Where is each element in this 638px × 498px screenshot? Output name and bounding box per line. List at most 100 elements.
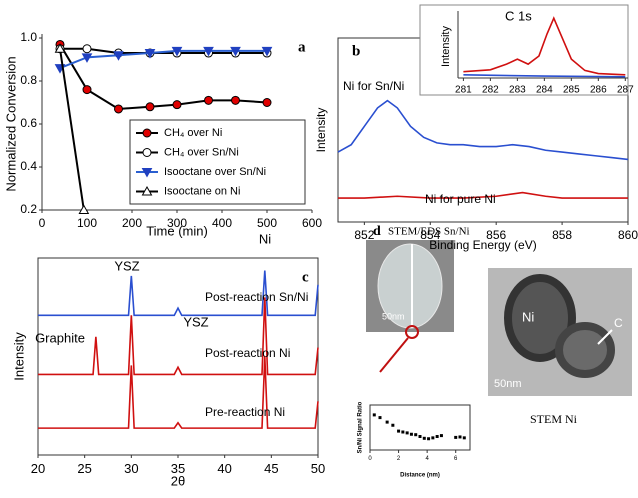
series-label: Post-reaction Sn/Ni (205, 290, 308, 304)
point (431, 436, 435, 440)
y-axis-label: Intensity (11, 332, 26, 381)
y-tick-label: 0.6 (20, 116, 37, 130)
point (435, 435, 439, 438)
annotation: YSZ (183, 314, 208, 329)
x-tick-label: 285 (563, 85, 580, 96)
point (422, 436, 426, 440)
marker (203, 46, 214, 57)
marker (231, 95, 240, 105)
marker (262, 98, 272, 107)
point (397, 429, 401, 433)
annotation: YSZ (114, 258, 139, 273)
y-axis-label: Intensity (440, 26, 452, 67)
marker (82, 44, 92, 54)
marker (82, 85, 92, 95)
c-label: C (614, 316, 623, 330)
y-axis-label: Normalized Conversion (3, 56, 18, 191)
scale-bar: 50nm (382, 311, 405, 321)
point (418, 435, 422, 438)
x-tick-label: 0 (368, 456, 372, 462)
x-tick-label: 0 (39, 216, 46, 230)
marker (81, 53, 93, 63)
point (439, 434, 443, 438)
legend-marker (141, 185, 153, 196)
point (378, 416, 382, 420)
panel-label: d (373, 224, 381, 239)
legend-label: CH₄ over Ni (164, 127, 222, 139)
caption: STEM Ni (530, 412, 578, 426)
marker (261, 46, 273, 57)
x-tick-label: 283 (509, 85, 526, 96)
series-line (38, 356, 319, 429)
inset-frame (419, 4, 629, 96)
x-axis-label: Binding Energy (eV) (429, 238, 536, 252)
y-axis-label: Sn/Ni Signal Ratio (358, 401, 364, 453)
point (372, 413, 376, 417)
marker (172, 100, 182, 110)
ni-particle (504, 274, 576, 362)
x-tick-label: 284 (536, 85, 553, 96)
y-axis-label: Intensity (314, 108, 328, 153)
series-label: Ni for pure Ni (425, 192, 496, 206)
x-tick-label: 40 (217, 461, 231, 476)
ni-particle (555, 322, 615, 378)
annotation: Ni (259, 231, 271, 246)
y-tick-label: 0.4 (20, 159, 37, 173)
x-tick-label: 500 (257, 216, 277, 230)
marker (113, 51, 124, 61)
x-tick-label: 286 (590, 85, 607, 96)
series-line (338, 191, 628, 199)
point (458, 435, 462, 439)
marker (204, 95, 213, 105)
x-tick-label: 860 (618, 228, 638, 242)
legend-label: Isooctane over Sn/Ni (164, 166, 266, 178)
x-tick-label: 287 (617, 85, 634, 96)
series-line (59, 49, 267, 70)
y-tick-label: 1.0 (20, 30, 37, 44)
x-tick-label: 2 (397, 456, 401, 462)
point (405, 431, 409, 435)
particle (377, 243, 443, 329)
x-axis-label: 2θ (171, 473, 185, 488)
legend-marker (142, 148, 152, 157)
scale-bar: 50nm (494, 378, 522, 390)
x-tick-label: 858 (552, 228, 572, 242)
highlight-circle (405, 325, 419, 339)
x-tick-label: 4 (425, 456, 429, 462)
arrow (597, 329, 613, 345)
legend (129, 119, 306, 205)
point (454, 435, 458, 439)
panel-label: a (298, 39, 306, 55)
marker (230, 46, 241, 57)
x-tick-label: 20 (31, 461, 45, 476)
series-line (38, 270, 319, 317)
x-tick-label: 35 (171, 461, 185, 476)
y-tick-label: 0.2 (20, 202, 37, 216)
point (385, 420, 389, 424)
x-tick-label: 45 (264, 461, 278, 476)
x-tick-label: 852 (354, 228, 374, 242)
legend-label: CH₄ over Sn/Ni (164, 146, 239, 158)
marker (114, 104, 123, 114)
series-line (463, 74, 626, 78)
x-tick-label: 6 (454, 456, 458, 462)
arrow (379, 337, 409, 373)
series-line (337, 99, 629, 161)
x-tick-label: 50 (311, 461, 325, 476)
series-label: Pre-reaction Ni (205, 405, 285, 419)
series-line (38, 297, 319, 376)
x-tick-label: 282 (482, 85, 499, 96)
series-line (463, 16, 626, 76)
x-tick-label: 856 (486, 228, 506, 242)
legend-marker (142, 128, 152, 138)
y-tick-label: 0.8 (20, 73, 37, 87)
series-label: Ni for Sn/Ni (343, 79, 404, 93)
x-tick-label: 25 (77, 461, 91, 476)
point (409, 432, 413, 436)
marker (78, 204, 90, 214)
inset-title: C 1s (505, 8, 532, 23)
x-tick-label: 100 (77, 216, 97, 230)
marker (171, 46, 183, 57)
ni-label: Ni (522, 309, 534, 324)
